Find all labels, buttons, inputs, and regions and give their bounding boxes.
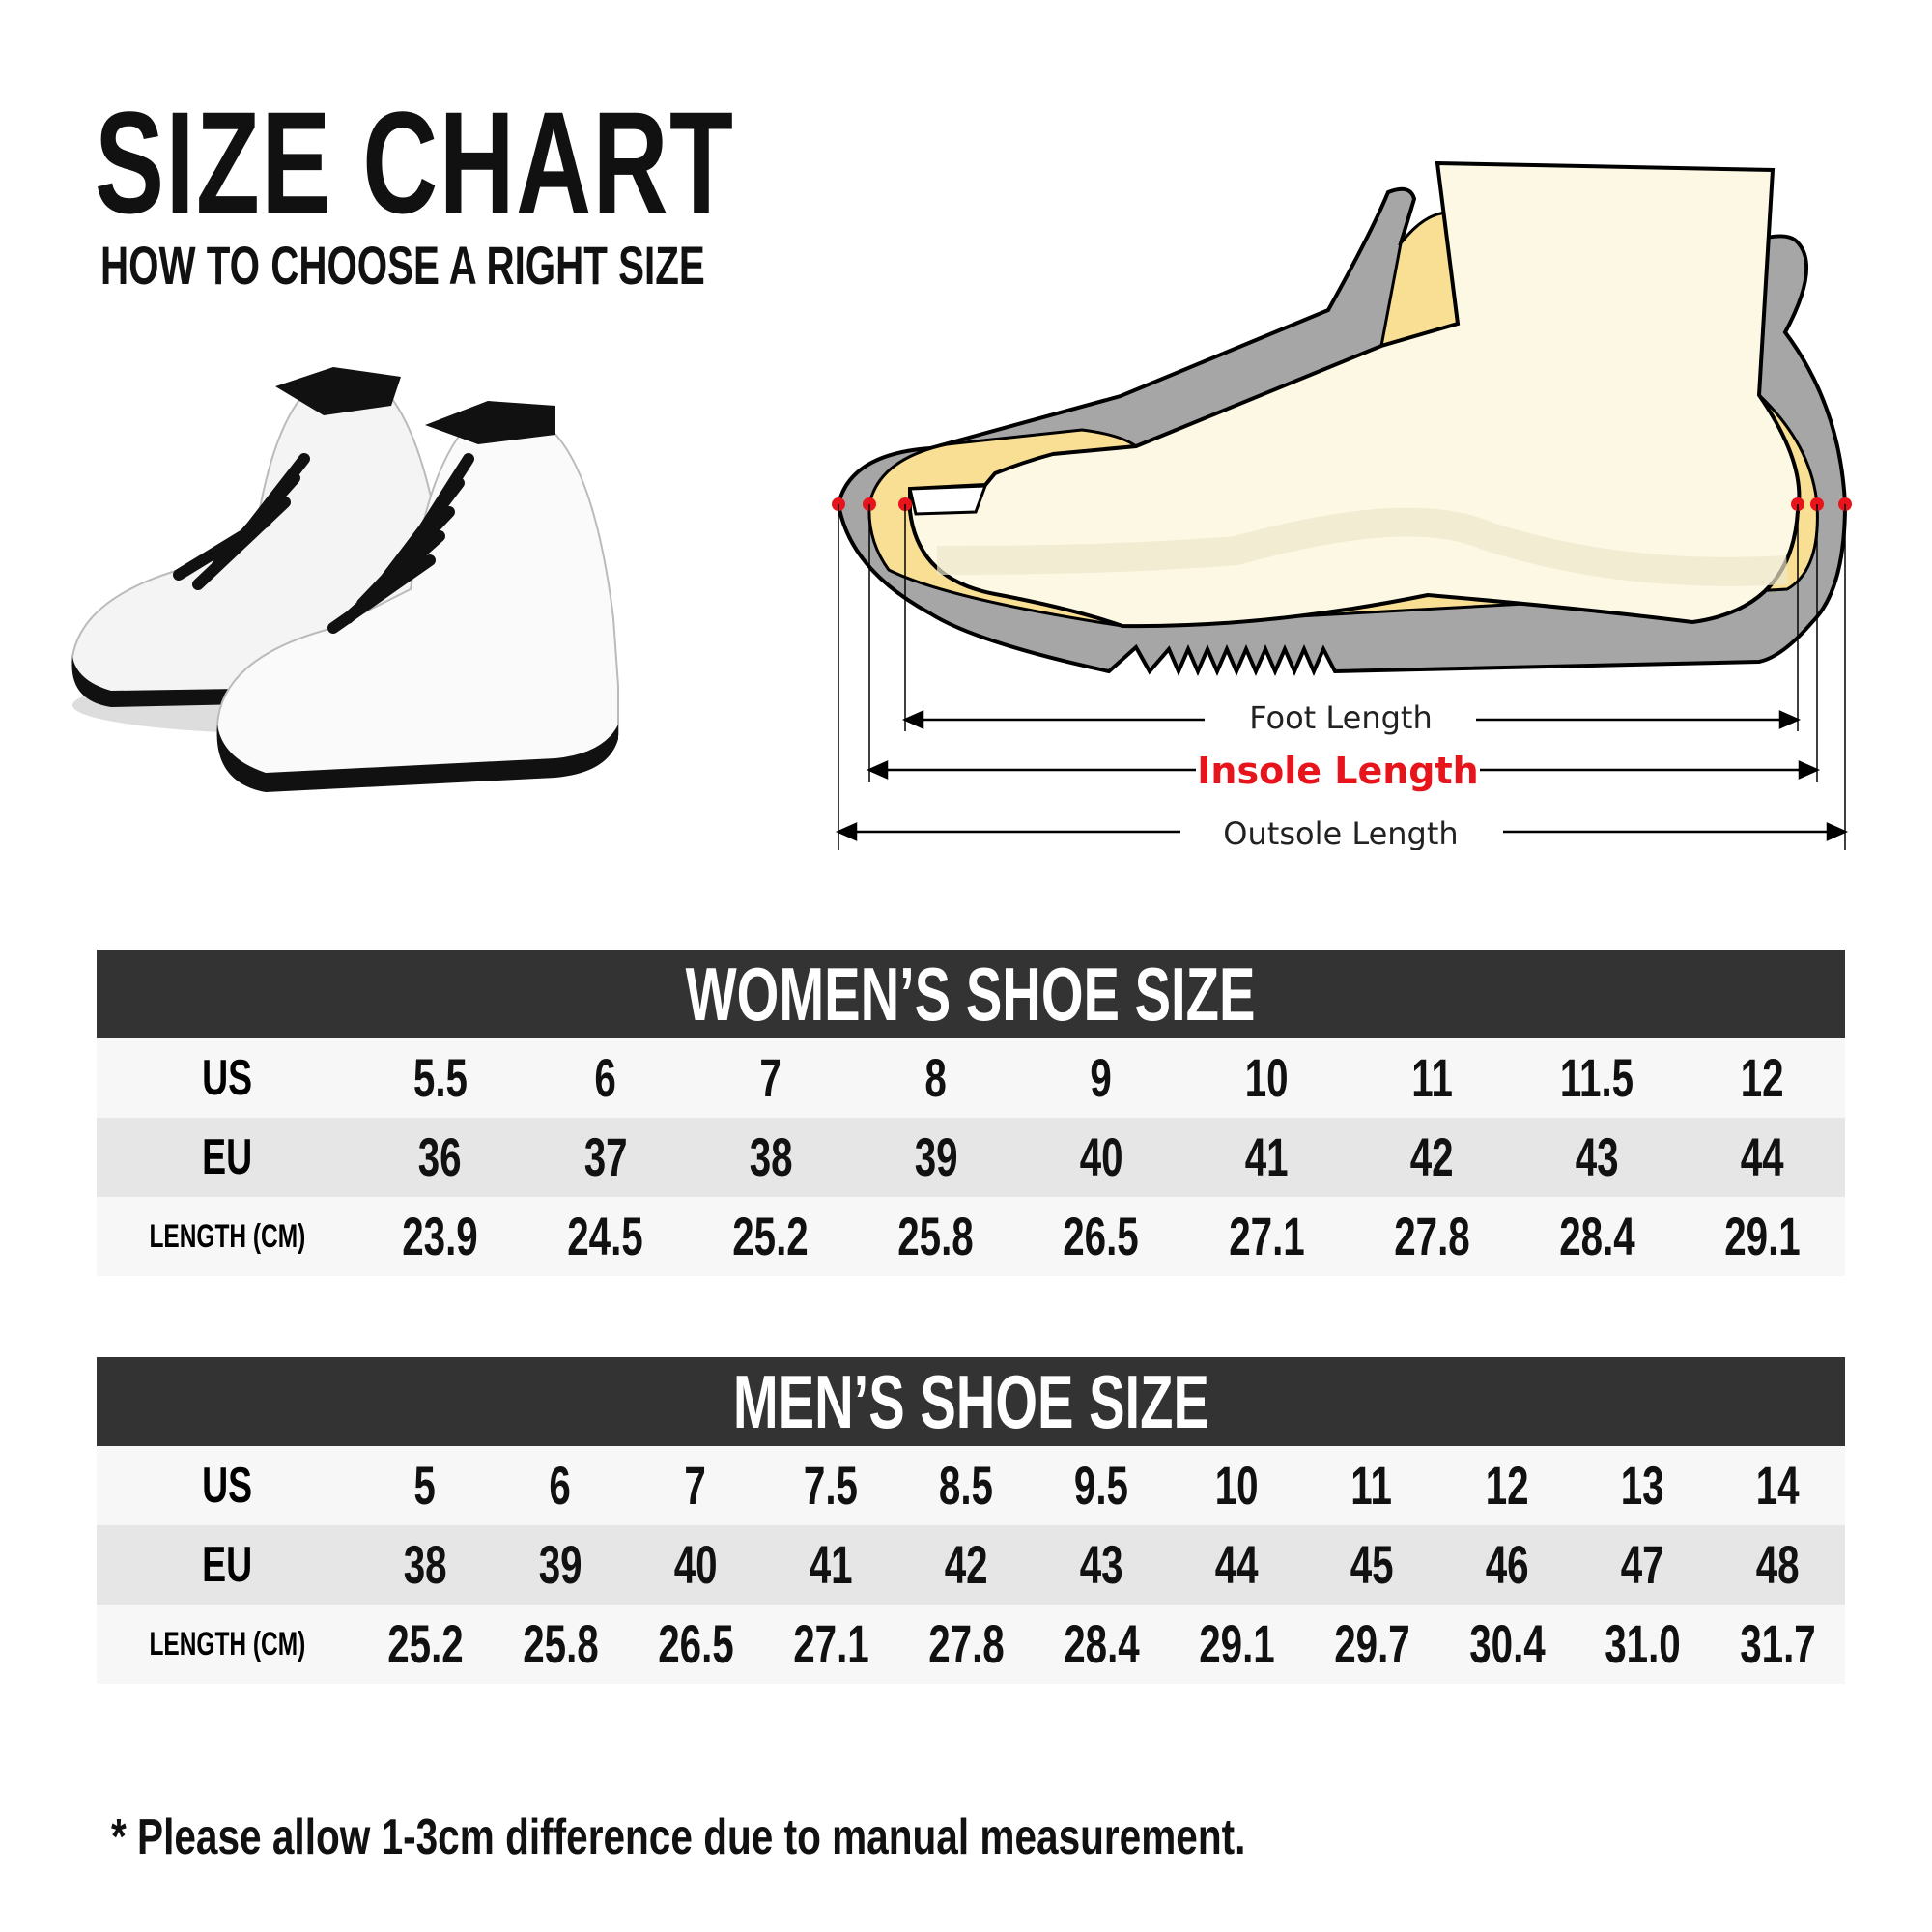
table-cell: 28.4 (1063, 1613, 1140, 1674)
table-cell: 31.7 (1739, 1613, 1816, 1674)
table-cell: 27.1 (792, 1613, 869, 1674)
row-label: US (201, 1050, 253, 1106)
foot-shape (908, 160, 1802, 629)
outsole-length-label: Outsole Length (1223, 815, 1458, 850)
row-label: LENGTH (CM) (149, 1626, 305, 1662)
table-cell: 13 (1620, 1455, 1664, 1516)
table-cell: 24.5 (567, 1206, 643, 1266)
table-cell: 40 (673, 1534, 718, 1595)
table-cell: 48 (1755, 1534, 1800, 1595)
table-cell: 44 (1741, 1126, 1784, 1187)
table-cell: 29.1 (1724, 1206, 1801, 1266)
table-cell: 10 (1244, 1047, 1289, 1108)
table-cell: 7 (684, 1455, 707, 1516)
table-cell: 12 (1485, 1455, 1529, 1516)
table-cell: 6 (594, 1047, 616, 1108)
table-cell: 12 (1741, 1047, 1784, 1108)
page-title: SIZE CHART (95, 81, 735, 243)
table-cell: 25.8 (897, 1206, 975, 1266)
footnote: * Please allow 1-3cm difference due to m… (111, 1809, 1246, 1865)
table-cell: 41 (1244, 1126, 1289, 1187)
insole-length-label: Insole Length (1197, 750, 1478, 792)
table-cell: 26.5 (1063, 1206, 1140, 1266)
table-cell: 44 (1214, 1534, 1259, 1595)
table-cell: 8 (924, 1047, 948, 1108)
table-cell: 38 (403, 1534, 447, 1595)
table-cell: 25.8 (522, 1613, 599, 1674)
table-cell: 36 (418, 1126, 462, 1187)
table-cell: 30.4 (1468, 1613, 1546, 1674)
table-cell: 14 (1755, 1455, 1800, 1516)
table-cell: 26.5 (657, 1613, 734, 1674)
womens-size-table: WOMEN’S SHOE SIZE US 5.5 6 7 8 9 10 11 11.5 12 EU 3… (97, 950, 1845, 1276)
table-row: LENGTH (CM) 25.2 25.8 26.5 27.1 27.8 28.4 29.1 2… (97, 1605, 1845, 1684)
table-cell: 9.5 (1073, 1455, 1129, 1516)
row-label: EU (201, 1129, 253, 1185)
table-row: US 5.5 6 7 8 9 10 11 11.5 12 (97, 1038, 1845, 1118)
table-cell: 11.5 (1560, 1047, 1634, 1108)
table-cell: 10 (1214, 1455, 1259, 1516)
row-label: US (201, 1458, 253, 1514)
table-cell: 25.2 (732, 1206, 810, 1266)
foot-measurement-diagram: Foot Length Insole Length Outsole Length (832, 160, 1852, 850)
table-cell: 25.2 (386, 1613, 464, 1674)
table-cell: 7.5 (803, 1455, 859, 1516)
table-cell: 29.7 (1333, 1613, 1410, 1674)
table-cell: 28.4 (1559, 1206, 1635, 1266)
table-cell: 27.1 (1228, 1206, 1305, 1266)
table-title: MEN’S SHOE SIZE (97, 1357, 1845, 1446)
foot-length-label: Foot Length (1249, 699, 1433, 736)
table-cell: 47 (1620, 1534, 1664, 1595)
table-row: EU 36 37 38 39 40 41 42 43 44 (97, 1118, 1845, 1197)
table-cell: 42 (944, 1534, 988, 1595)
table-title: WOMEN’S SHOE SIZE (97, 950, 1845, 1038)
table-cell: 5 (413, 1455, 437, 1516)
table-cell: 29.1 (1198, 1613, 1275, 1674)
table-row: LENGTH (CM) 23.9 24.5 25.2 25.8 26.5 27.1 27.8 2… (97, 1197, 1845, 1276)
table-cell: 5.5 (412, 1047, 468, 1108)
table-cell: 27.8 (1393, 1206, 1470, 1266)
table-cell: 42 (1409, 1126, 1454, 1187)
table-cell: 31.0 (1604, 1613, 1681, 1674)
table-cell: 7 (759, 1047, 781, 1108)
row-label: LENGTH (CM) (149, 1218, 305, 1255)
table-cell: 9 (1090, 1047, 1113, 1108)
table-cell: 39 (538, 1534, 582, 1595)
table-cell: 37 (583, 1126, 628, 1187)
table-body: US 5.5 6 7 8 9 10 11 11.5 12 EU 36 37 38 39 40 41 42 43 44 L… (97, 1038, 1845, 1276)
table-cell: 45 (1350, 1534, 1394, 1595)
table-cell: 40 (1079, 1126, 1123, 1187)
mens-size-table: MEN’S SHOE SIZE US 5 6 7 7.5 8.5 9.5 10 11 12 13 14… (97, 1357, 1845, 1684)
table-cell: 23.9 (402, 1206, 478, 1266)
table-row: EU 38 39 40 41 42 43 44 45 46 47 48 (97, 1525, 1845, 1605)
table-body: US 5 6 7 7.5 8.5 9.5 10 11 12 13 14 EU 38 39 40 41 42 43 44… (97, 1446, 1845, 1684)
page-subtitle: HOW TO CHOOSE A RIGHT SIZE (100, 235, 705, 296)
toenail (908, 484, 988, 516)
table-cell: 11 (1410, 1047, 1453, 1108)
table-row: US 5 6 7 7.5 8.5 9.5 10 11 12 13 14 (97, 1446, 1845, 1525)
sneaker-photo (71, 367, 619, 792)
table-cell: 6 (549, 1455, 572, 1516)
table-cell: 41 (809, 1534, 853, 1595)
row-label: EU (201, 1537, 253, 1593)
table-cell: 43 (1079, 1534, 1123, 1595)
table-cell: 8.5 (938, 1455, 994, 1516)
table-cell: 43 (1575, 1126, 1619, 1187)
table-cell: 38 (749, 1126, 793, 1187)
table-cell: 46 (1485, 1534, 1529, 1595)
table-cell: 39 (914, 1126, 958, 1187)
table-cell: 11 (1350, 1455, 1393, 1516)
table-cell: 27.8 (927, 1613, 1005, 1674)
